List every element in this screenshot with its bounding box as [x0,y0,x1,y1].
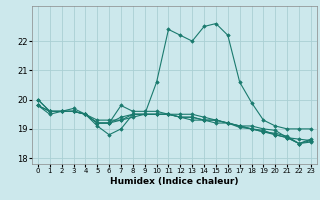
X-axis label: Humidex (Indice chaleur): Humidex (Indice chaleur) [110,177,239,186]
